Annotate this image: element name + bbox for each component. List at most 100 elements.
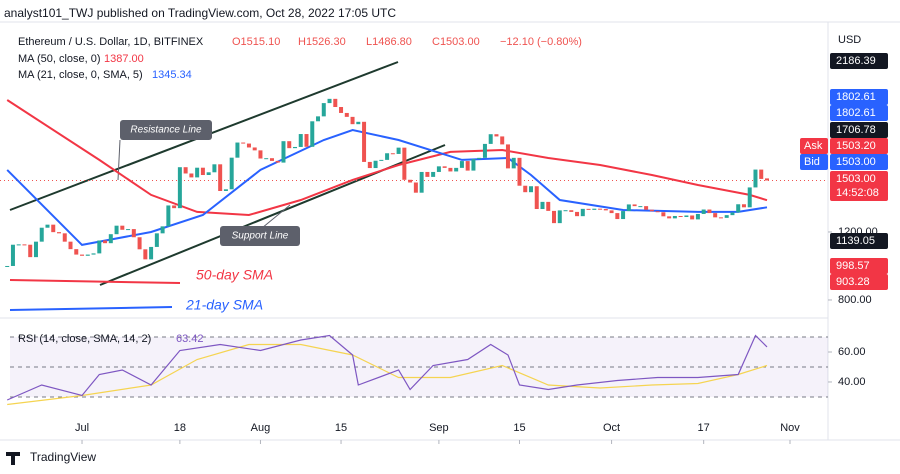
price-tag-label: 998.57 <box>836 260 870 272</box>
candle-body <box>603 209 608 211</box>
candle-body <box>517 157 522 186</box>
x-tick-label: Sep <box>429 422 449 434</box>
candle-body <box>505 144 510 169</box>
candle-body <box>56 232 61 234</box>
candle-body <box>534 186 539 210</box>
candle-body <box>327 98 332 104</box>
candle-body <box>143 249 148 260</box>
candle-body <box>218 164 223 191</box>
x-tick-label: Oct <box>603 422 620 434</box>
annotation-box <box>120 120 212 140</box>
candle-body <box>114 225 119 235</box>
candle-body <box>609 210 614 214</box>
candle-body <box>661 212 666 217</box>
header: analyst101_TWJ published on TradingView.… <box>4 6 396 20</box>
ohlc-value: C1503.00 <box>432 36 480 48</box>
candle-body <box>172 205 177 209</box>
candle-body <box>764 178 769 181</box>
candle-body <box>200 167 205 176</box>
x-tick-label: Jul <box>75 422 89 434</box>
candle-body <box>154 233 159 247</box>
rsi-tick-label: 60.00 <box>838 346 866 358</box>
candle-body <box>310 121 315 147</box>
candle-body <box>287 141 292 149</box>
logo <box>6 452 20 465</box>
price-tag <box>830 154 888 170</box>
candle-body <box>678 215 683 218</box>
candle-body <box>212 164 217 173</box>
candle-body <box>292 146 297 149</box>
sma21-marker <box>9 306 173 311</box>
candle-body <box>28 244 33 258</box>
ma-line <box>6 99 768 217</box>
x-tick-label: 17 <box>698 422 710 434</box>
price-tag-label: 2186.39 <box>836 55 876 67</box>
candle-body <box>672 215 677 219</box>
candle-body <box>183 167 188 174</box>
candle-body <box>103 240 108 244</box>
candle-body <box>5 265 10 267</box>
candle-body <box>367 161 372 169</box>
candle-body <box>638 206 643 208</box>
candle-body <box>350 116 355 125</box>
candle-body <box>632 204 637 207</box>
candle-body <box>97 240 102 254</box>
candle-body <box>39 227 44 242</box>
price-tag-label: 1706.78 <box>836 124 876 136</box>
candle-body <box>488 134 493 144</box>
candle-body <box>373 160 378 169</box>
price-tag-label: 903.28 <box>836 276 870 288</box>
ohlc-value: O1515.10 <box>232 36 280 48</box>
candle-body <box>592 208 597 210</box>
candle-body <box>298 134 303 147</box>
candle-body <box>701 209 706 214</box>
candle-body <box>252 147 257 151</box>
candle-body <box>379 159 384 161</box>
candle-body <box>45 224 50 228</box>
candle-body <box>385 153 390 160</box>
legend-title: Ethereum / U.S. Dollar, 1D, BITFINEX <box>18 36 204 48</box>
candle-body <box>108 234 113 244</box>
candle-body <box>759 169 764 179</box>
price-tag-label: 1802.61 <box>836 107 876 119</box>
ohlc-value: −12.10 (−0.80%) <box>500 36 582 48</box>
price-tag-name-box <box>800 138 828 154</box>
candle-body <box>22 244 27 246</box>
x-tick-label: 18 <box>174 422 186 434</box>
candle-body <box>724 215 729 218</box>
candle-body <box>189 173 194 178</box>
candle-body <box>580 208 585 217</box>
candle-body <box>390 153 395 155</box>
candle-body <box>425 171 430 177</box>
annotation-box <box>220 226 300 246</box>
candle-body <box>482 143 487 158</box>
candle-body <box>655 211 660 213</box>
ohlc-value: H1526.30 <box>298 36 346 48</box>
candle-body <box>344 112 349 117</box>
candle-body <box>413 182 418 193</box>
candle-body <box>471 159 476 171</box>
price-tag <box>830 258 888 274</box>
price-tag <box>830 274 888 290</box>
x-tick-label: Aug <box>251 422 271 434</box>
candle-body <box>615 213 620 220</box>
candle-body <box>160 226 165 234</box>
candle-body <box>459 161 464 168</box>
price-tag-name: Bid <box>804 156 820 168</box>
candle-body <box>718 217 723 219</box>
ma-line <box>6 128 768 246</box>
ma-legend: MA (50, close, 0) <box>18 53 101 65</box>
price-tag <box>830 105 888 121</box>
candle-body <box>528 186 533 193</box>
ma-legend: MA (21, close, 0, SMA, 5) <box>18 69 143 81</box>
x-tick-label: 15 <box>513 422 525 434</box>
price-tag-name-box <box>800 154 828 170</box>
candle-body <box>563 210 568 212</box>
candle-body <box>126 229 131 231</box>
candle-body <box>448 167 453 172</box>
price-tag <box>830 171 888 201</box>
candle-body <box>621 211 626 220</box>
candle-body <box>690 215 695 220</box>
